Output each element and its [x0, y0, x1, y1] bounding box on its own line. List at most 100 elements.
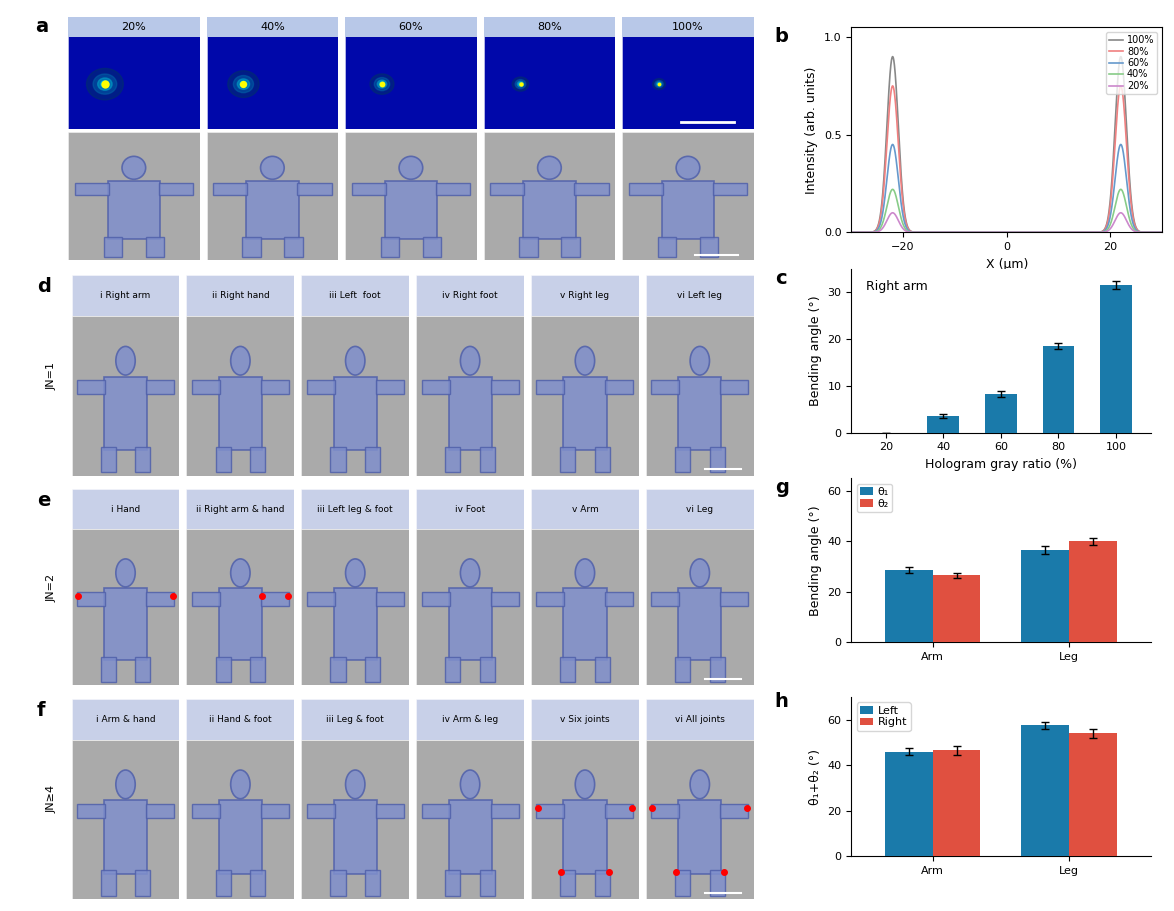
60%	[999, 227, 1013, 238]
Legend: Left, Right: Left, Right	[857, 702, 911, 731]
Text: 20%: 20%	[121, 22, 147, 32]
FancyBboxPatch shape	[214, 183, 248, 195]
100%	[999, 227, 1013, 238]
Text: iv Arm & leg: iv Arm & leg	[441, 715, 498, 723]
FancyBboxPatch shape	[158, 183, 193, 195]
100%	[844, 227, 858, 238]
40%	[885, 184, 899, 195]
FancyBboxPatch shape	[376, 591, 404, 606]
Bar	[885, 752, 933, 856]
FancyBboxPatch shape	[480, 657, 495, 682]
20%	[1155, 227, 1169, 238]
Circle shape	[241, 81, 247, 87]
Circle shape	[690, 558, 709, 587]
80%	[844, 227, 858, 238]
60%	[1146, 227, 1160, 238]
40%	[999, 227, 1013, 238]
Line: 100%: 100%	[851, 56, 1162, 232]
FancyBboxPatch shape	[564, 800, 607, 874]
80%	[996, 227, 1010, 238]
Circle shape	[101, 81, 109, 87]
Bar	[927, 416, 959, 433]
FancyBboxPatch shape	[574, 183, 608, 195]
100%	[1089, 227, 1104, 238]
FancyBboxPatch shape	[146, 380, 174, 394]
Circle shape	[234, 76, 254, 93]
Text: 100%: 100%	[673, 22, 703, 32]
Text: iv Right foot: iv Right foot	[443, 292, 498, 300]
60%	[1147, 227, 1161, 238]
FancyBboxPatch shape	[101, 447, 116, 472]
Circle shape	[519, 83, 522, 86]
80%	[885, 80, 899, 91]
Circle shape	[379, 82, 385, 87]
Text: b: b	[775, 27, 789, 46]
FancyBboxPatch shape	[216, 871, 230, 896]
FancyBboxPatch shape	[595, 447, 609, 472]
FancyBboxPatch shape	[537, 804, 565, 818]
Bar	[1021, 725, 1068, 856]
Text: v Six joints: v Six joints	[560, 715, 609, 723]
FancyBboxPatch shape	[333, 800, 377, 874]
FancyBboxPatch shape	[207, 16, 338, 37]
FancyBboxPatch shape	[491, 183, 525, 195]
X-axis label: X (μm): X (μm)	[985, 258, 1028, 271]
FancyBboxPatch shape	[376, 380, 404, 394]
FancyBboxPatch shape	[421, 804, 450, 818]
40%	[996, 227, 1010, 238]
FancyBboxPatch shape	[216, 447, 230, 472]
Y-axis label: θ₁+θ₂ (°): θ₁+θ₂ (°)	[809, 749, 822, 804]
FancyBboxPatch shape	[101, 871, 116, 896]
FancyBboxPatch shape	[104, 800, 147, 874]
Line: 60%: 60%	[851, 145, 1162, 232]
Text: d: d	[36, 278, 50, 296]
Text: iv Foot: iv Foot	[456, 505, 485, 514]
FancyBboxPatch shape	[104, 377, 147, 450]
Y-axis label: Intensity (arb. units): Intensity (arb. units)	[805, 67, 818, 193]
FancyBboxPatch shape	[218, 800, 262, 874]
FancyBboxPatch shape	[423, 237, 441, 257]
FancyBboxPatch shape	[218, 589, 262, 660]
100%	[987, 227, 1001, 238]
FancyBboxPatch shape	[191, 591, 220, 606]
Bar	[933, 576, 980, 642]
Line: 40%: 40%	[851, 189, 1162, 232]
FancyBboxPatch shape	[445, 871, 460, 896]
FancyBboxPatch shape	[679, 377, 721, 450]
Bar	[885, 570, 933, 642]
FancyBboxPatch shape	[700, 237, 718, 257]
FancyBboxPatch shape	[330, 447, 345, 472]
Circle shape	[97, 78, 113, 90]
FancyBboxPatch shape	[606, 380, 634, 394]
FancyBboxPatch shape	[675, 447, 690, 472]
60%	[861, 227, 875, 238]
40%	[861, 227, 875, 238]
100%	[1146, 227, 1160, 238]
Text: v Arm: v Arm	[572, 505, 599, 514]
FancyBboxPatch shape	[135, 871, 150, 896]
FancyBboxPatch shape	[333, 589, 377, 660]
FancyBboxPatch shape	[709, 871, 724, 896]
Circle shape	[345, 346, 365, 375]
Circle shape	[228, 71, 259, 97]
FancyBboxPatch shape	[104, 589, 147, 660]
FancyBboxPatch shape	[306, 804, 335, 818]
FancyBboxPatch shape	[657, 237, 676, 257]
Circle shape	[575, 346, 595, 375]
FancyBboxPatch shape	[561, 237, 580, 257]
Text: i Hand: i Hand	[110, 505, 140, 514]
FancyBboxPatch shape	[721, 804, 748, 818]
FancyBboxPatch shape	[537, 380, 565, 394]
FancyBboxPatch shape	[491, 380, 519, 394]
20%	[844, 227, 858, 238]
FancyBboxPatch shape	[448, 800, 492, 874]
Legend: θ₁, θ₂: θ₁, θ₂	[857, 484, 892, 512]
FancyBboxPatch shape	[247, 180, 298, 240]
Circle shape	[116, 558, 135, 587]
FancyBboxPatch shape	[101, 657, 116, 682]
40%	[1147, 227, 1161, 238]
FancyBboxPatch shape	[560, 871, 575, 896]
FancyBboxPatch shape	[595, 657, 609, 682]
Circle shape	[230, 558, 250, 587]
FancyBboxPatch shape	[679, 800, 721, 874]
